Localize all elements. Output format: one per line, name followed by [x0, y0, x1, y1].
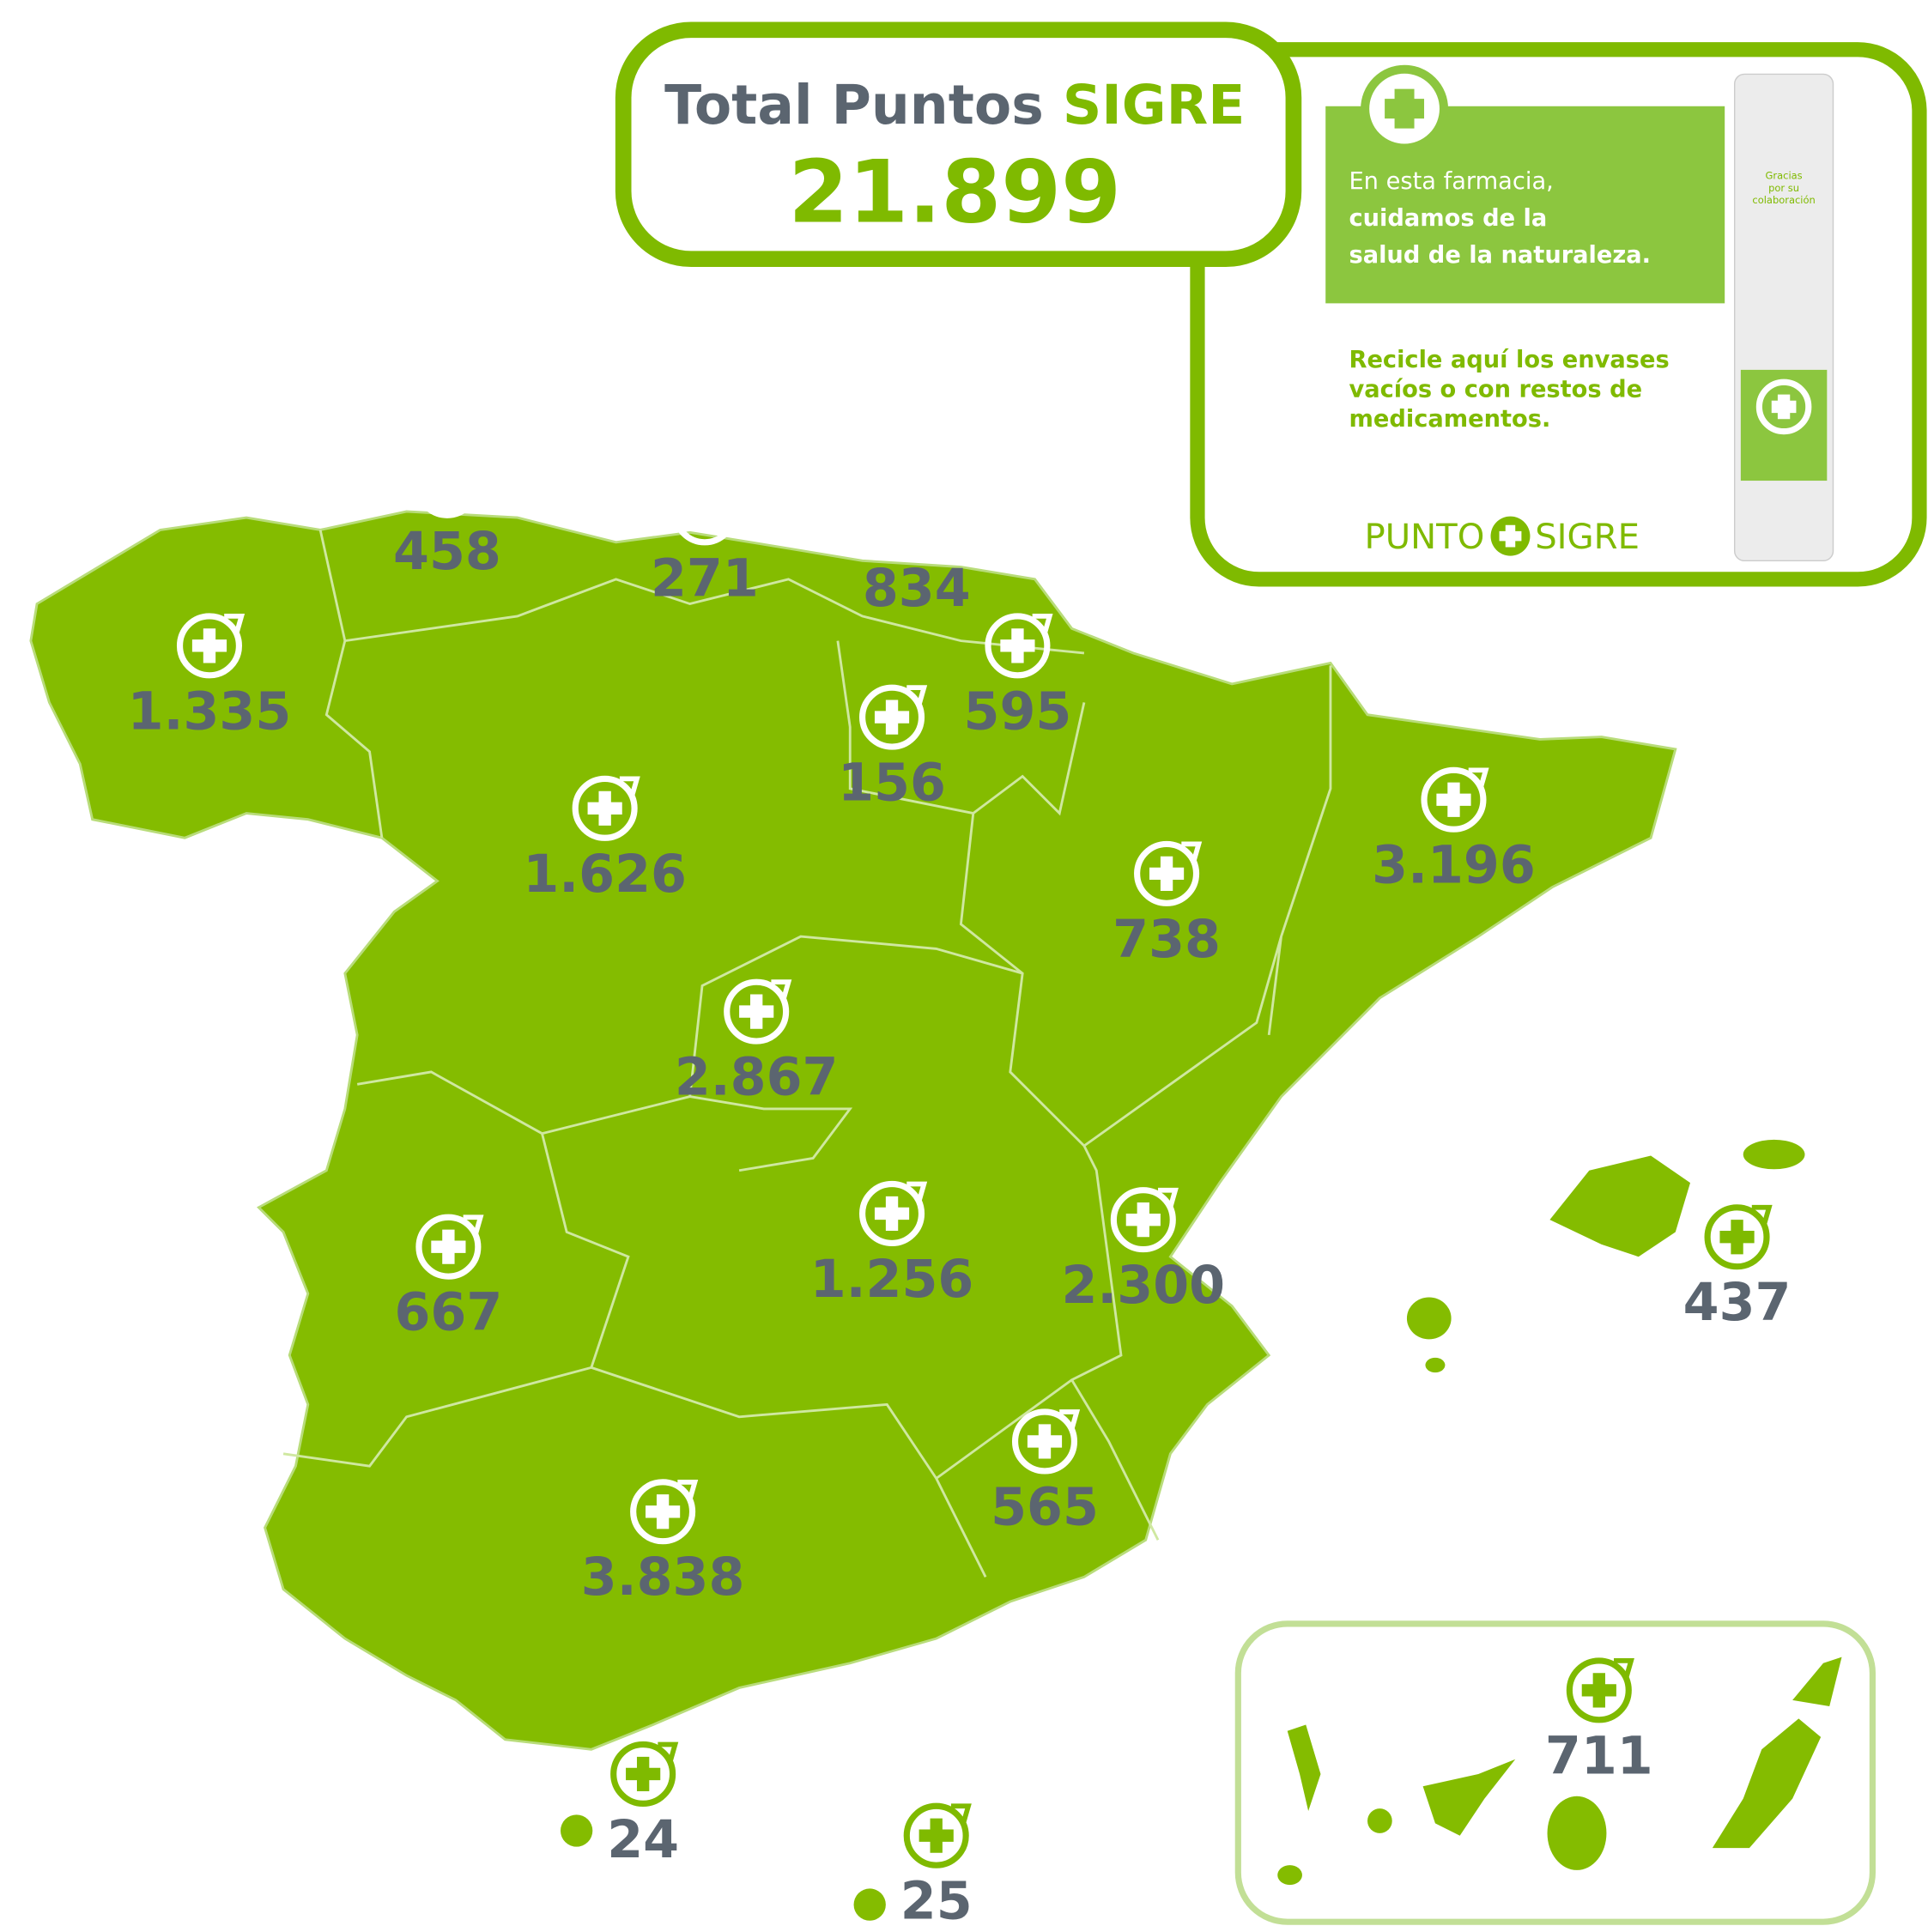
header: Total Puntos SIGRE 21.899 [623, 30, 1294, 259]
sigre-icon [1569, 1661, 1631, 1720]
region-count: 1.335 [128, 681, 292, 742]
title-brand: SIGRE [1063, 73, 1246, 136]
region-count: 1.626 [523, 845, 687, 905]
brand-left: PUNTO [1365, 518, 1485, 557]
region-count: 156 [838, 754, 946, 814]
region-count: 25 [900, 1872, 973, 1932]
melilla-dot [854, 1888, 886, 1920]
sigre-icon [1707, 1208, 1769, 1267]
region-count: 3.838 [581, 1547, 745, 1608]
icon-cross [688, 495, 722, 530]
sigre-icon [887, 493, 949, 552]
region-count: 565 [991, 1477, 1099, 1537]
bin-text: colaboración [1752, 194, 1815, 206]
poster-recycle: vacíos o con restos de [1349, 376, 1642, 403]
header-title: Total Puntos SIGRE [664, 73, 1245, 136]
header-total: 21.899 [788, 142, 1121, 243]
bin-text: Gracias [1766, 169, 1803, 181]
sigre-icon [614, 1745, 676, 1804]
sigre-map: En esta farmacia, cuidamos de la salud d… [0, 0, 1928, 1932]
region-count: 1.256 [810, 1250, 974, 1310]
poster-line: salud de la naturaleza. [1349, 242, 1651, 269]
region-count: 3.196 [1372, 836, 1536, 896]
poster-line: En esta farmacia, [1349, 168, 1553, 195]
region-count: 667 [394, 1283, 502, 1343]
sigre-icon [906, 1806, 968, 1865]
poster-line: cuidamos de la [1349, 205, 1547, 232]
region-count: 711 [1545, 1726, 1653, 1786]
region-count: 2.867 [675, 1048, 839, 1108]
bin-text: por su [1768, 182, 1799, 194]
title-prefix: Total Puntos [664, 73, 1044, 136]
region-count: 595 [964, 681, 1072, 742]
poster-recycle: medicamentos. [1349, 406, 1550, 433]
icon-cross [900, 506, 934, 540]
region-count: 437 [1683, 1273, 1792, 1333]
poster: En esta farmacia, cuidamos de la salud d… [1197, 50, 1919, 579]
region-count: 834 [863, 559, 971, 619]
icon-cross [430, 469, 464, 503]
sigre-icon [675, 483, 737, 542]
brand-right: SIGRE [1535, 518, 1640, 557]
poster-recycle: Recicle aquí los envases [1349, 347, 1669, 373]
ceuta-dot [561, 1814, 592, 1846]
region-count: 738 [1113, 910, 1221, 970]
sigre-icon [418, 456, 480, 515]
region-count: 2.300 [1061, 1256, 1225, 1316]
region-count: 24 [607, 1810, 679, 1870]
region-count: 458 [393, 522, 501, 582]
region-count: 271 [651, 548, 759, 609]
